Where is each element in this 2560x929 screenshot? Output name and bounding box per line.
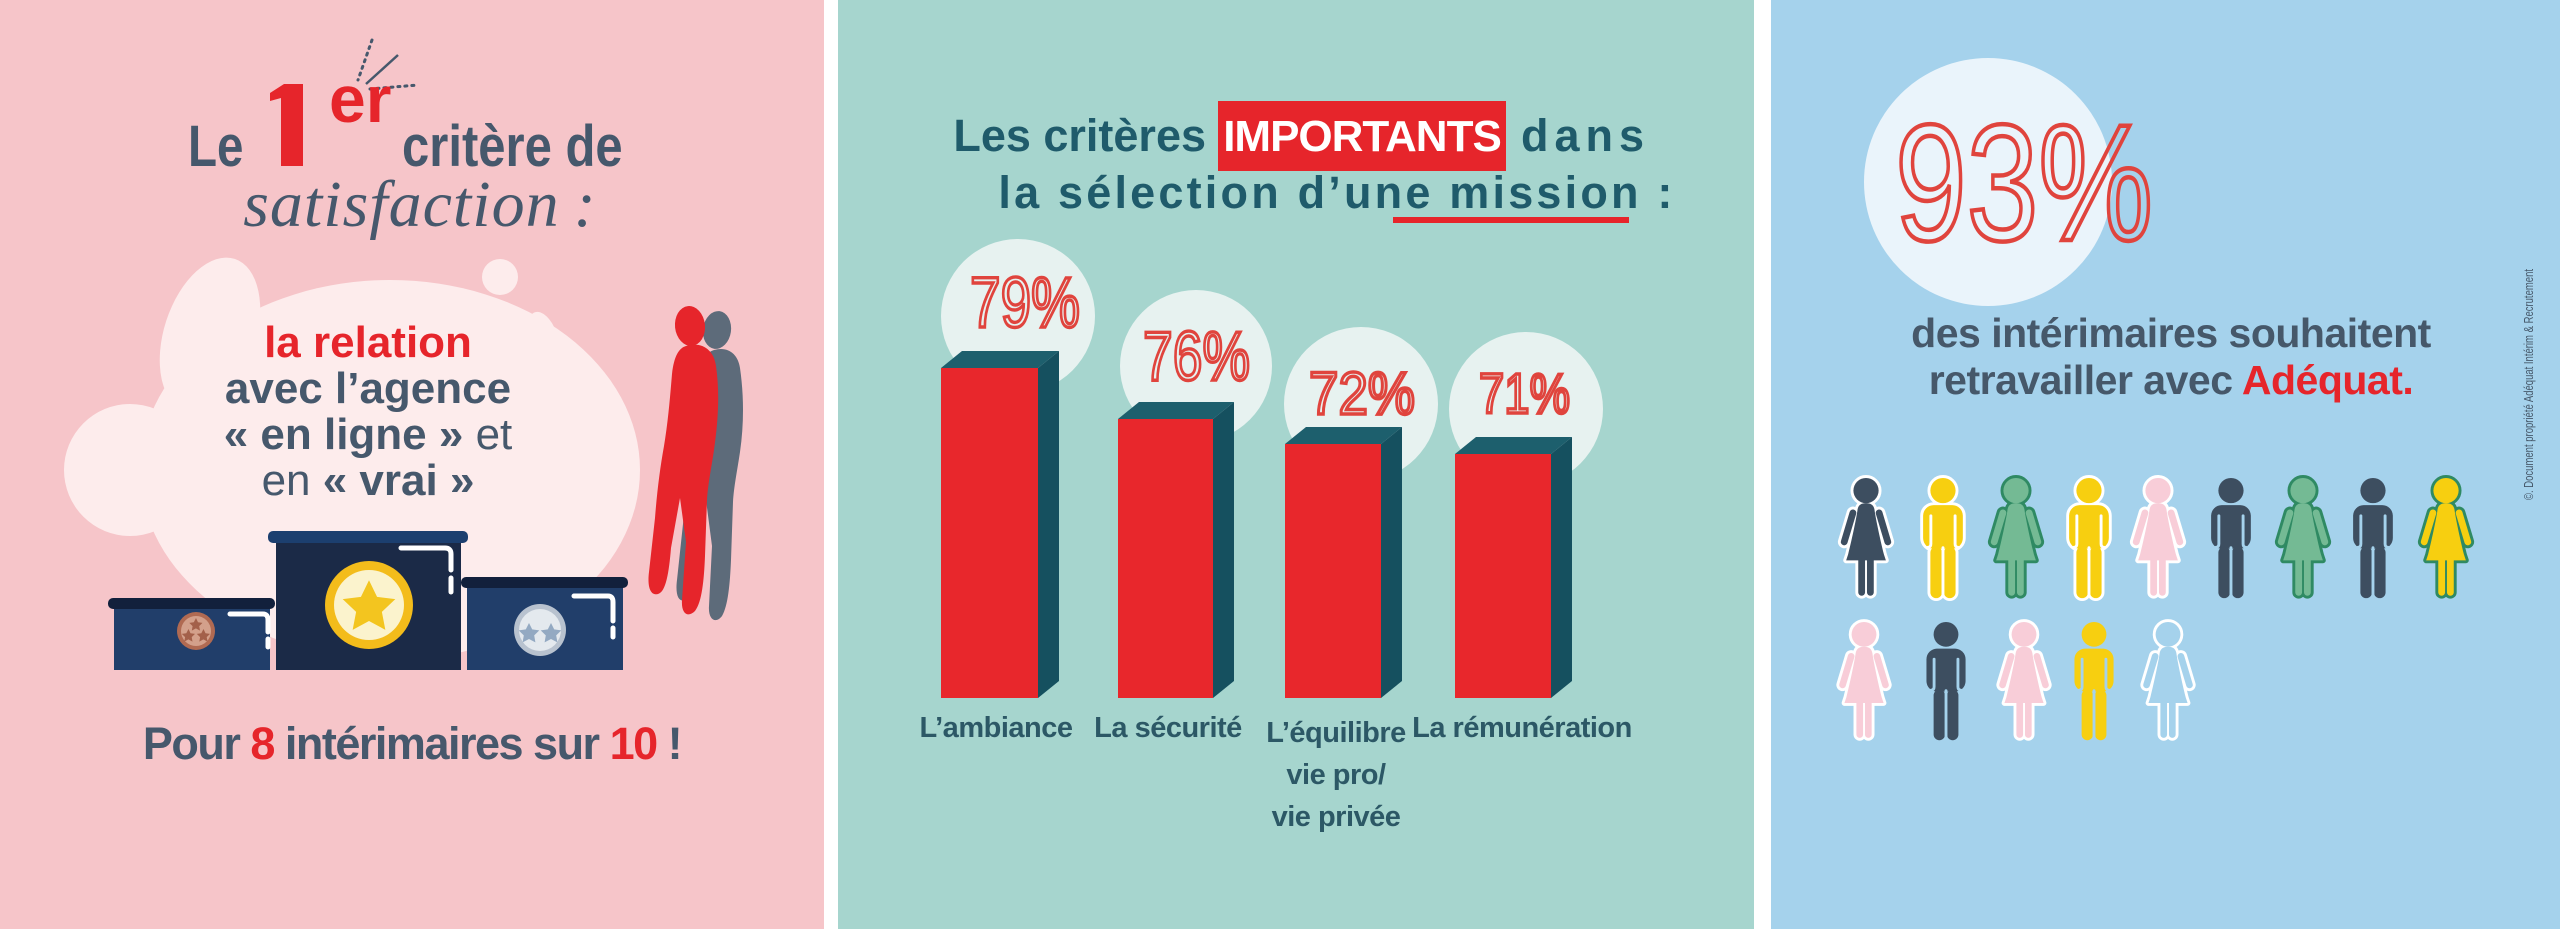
svg-text:©. Document propriété Adéquat: ©. Document propriété Adéquat Intérim & … (2522, 269, 2536, 500)
svg-text:79%: 79% (970, 264, 1080, 343)
svg-text:93%: 93% (1895, 91, 2153, 276)
svg-text:72%: 72% (1309, 360, 1415, 427)
svg-text:76%: 76% (1143, 317, 1250, 395)
svg-text:71%: 71% (1479, 362, 1570, 426)
